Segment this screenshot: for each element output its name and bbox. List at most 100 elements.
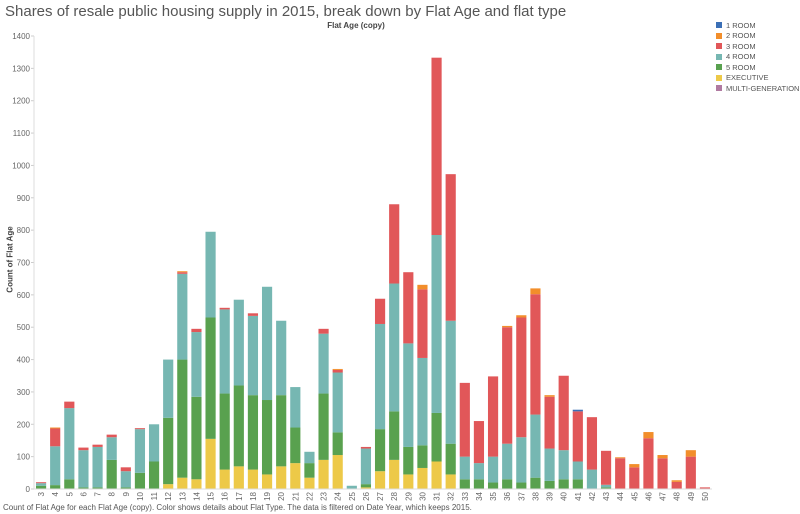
bar-segment-2-room-age-45[interactable] xyxy=(629,464,640,468)
bar-segment-4-room-age-26[interactable] xyxy=(360,448,372,485)
bar-segment-4-room-age-15[interactable] xyxy=(205,231,216,318)
bar-segment-4-room-age-16[interactable] xyxy=(219,309,230,394)
bar-segment-5-room-age-41[interactable] xyxy=(572,479,583,489)
bar-segment-3-room-age-43[interactable] xyxy=(600,450,612,485)
bar-segment-4-room-age-19[interactable] xyxy=(261,286,273,401)
bar-segment-4-room-age-20[interactable] xyxy=(276,320,287,396)
bar-segment-4-room-age-35[interactable] xyxy=(487,456,499,483)
bar-segment-3-room-age-30[interactable] xyxy=(417,289,428,358)
bar-segment-4-room-age-8[interactable] xyxy=(106,437,117,460)
bar-segment-3-room-age-33[interactable] xyxy=(459,382,470,457)
bar-segment-4-room-age-25[interactable] xyxy=(346,485,357,489)
bar-segment-4-room-age-39[interactable] xyxy=(544,448,555,481)
bar-segment-3-room-age-29[interactable] xyxy=(403,272,414,344)
bar-segment-3-room-age-10[interactable] xyxy=(134,428,146,430)
legend-item-2-room[interactable]: 2 ROOM xyxy=(716,31,799,42)
bar-segment-5-room-age-40[interactable] xyxy=(558,479,569,489)
bar-segment-5-room-age-43[interactable] xyxy=(600,487,612,489)
bar-segment-5-room-age-14[interactable] xyxy=(191,396,202,480)
bar-segment-2-room-age-36[interactable] xyxy=(502,325,513,328)
bar-segment-executive-age-12[interactable] xyxy=(163,484,174,489)
legend-item-3-room[interactable]: 3 ROOM xyxy=(716,41,799,52)
bar-segment-4-room-age-42[interactable] xyxy=(586,469,598,489)
bar-segment-5-room-age-29[interactable] xyxy=(403,446,414,475)
bar-segment-4-room-age-14[interactable] xyxy=(191,332,202,397)
bar-segment-5-room-age-17[interactable] xyxy=(233,385,244,467)
bar-segment-4-room-age-13[interactable] xyxy=(177,273,188,360)
bar-segment-executive-age-27[interactable] xyxy=(374,471,386,489)
bar-segment-2-room-age-4[interactable] xyxy=(50,427,61,429)
bar-segment-2-room-age-37[interactable] xyxy=(516,315,527,318)
bar-segment-5-room-age-39[interactable] xyxy=(544,480,555,489)
bar-segment-3-room-age-32[interactable] xyxy=(445,174,456,321)
bar-segment-5-room-age-20[interactable] xyxy=(276,395,287,467)
legend-item-4-room[interactable]: 4 ROOM xyxy=(716,52,799,63)
bar-segment-4-room-age-36[interactable] xyxy=(502,443,513,480)
bar-segment-4-room-age-28[interactable] xyxy=(389,283,400,412)
bar-segment-3-room-age-13[interactable] xyxy=(177,272,188,274)
bar-segment-executive-age-17[interactable] xyxy=(233,466,244,489)
bar-segment-2-room-age-49[interactable] xyxy=(685,450,696,457)
bar-segment-3-room-age-49[interactable] xyxy=(685,456,696,489)
bar-segment-5-room-age-31[interactable] xyxy=(431,412,442,462)
bar-segment-executive-age-32[interactable] xyxy=(445,474,456,489)
legend-item-1-room[interactable]: 1 ROOM xyxy=(716,20,799,31)
bar-segment-4-room-age-12[interactable] xyxy=(163,359,174,418)
bar-segment-5-room-age-3[interactable] xyxy=(35,485,47,489)
bar-segment-3-room-age-42[interactable] xyxy=(586,417,598,470)
bar-segment-3-room-age-48[interactable] xyxy=(671,481,682,489)
bar-segment-5-room-age-18[interactable] xyxy=(247,395,259,470)
legend-item-multi-generation[interactable]: MULTI-GENERATION xyxy=(716,83,799,94)
bar-segment-5-room-age-37[interactable] xyxy=(516,482,527,489)
bar-segment-2-room-age-30[interactable] xyxy=(417,284,428,290)
bar-segment-3-room-age-14[interactable] xyxy=(191,328,202,333)
bar-segment-5-room-age-24[interactable] xyxy=(332,432,343,456)
bar-segment-5-room-age-36[interactable] xyxy=(502,479,513,489)
bar-segment-3-room-age-16[interactable] xyxy=(219,307,230,310)
bar-segment-5-room-age-26[interactable] xyxy=(360,484,372,488)
bar-segment-4-room-age-23[interactable] xyxy=(318,333,329,394)
bar-segment-3-room-age-26[interactable] xyxy=(360,446,372,449)
bar-segment-2-room-age-46[interactable] xyxy=(643,432,654,439)
bar-segment-4-room-age-37[interactable] xyxy=(516,437,527,483)
legend-item-5-room[interactable]: 5 ROOM xyxy=(716,62,799,73)
bar-segment-2-room-age-24[interactable] xyxy=(332,368,343,370)
bar-segment-4-room-age-18[interactable] xyxy=(247,315,259,396)
bar-segment-5-room-age-10[interactable] xyxy=(134,472,146,489)
bar-segment-5-room-age-33[interactable] xyxy=(459,479,470,489)
bar-segment-3-room-age-40[interactable] xyxy=(558,375,569,451)
bar-segment-5-room-age-28[interactable] xyxy=(389,411,400,460)
bar-segment-5-room-age-9[interactable] xyxy=(120,487,131,489)
bar-segment-executive-age-22[interactable] xyxy=(304,477,315,489)
bar-segment-5-room-age-6[interactable] xyxy=(78,487,89,489)
bar-segment-4-room-age-4[interactable] xyxy=(50,446,61,486)
bar-segment-5-room-age-35[interactable] xyxy=(487,482,499,489)
bar-segment-5-room-age-27[interactable] xyxy=(374,429,386,472)
bar-segment-2-room-age-47[interactable] xyxy=(657,455,668,459)
bar-segment-3-room-age-23[interactable] xyxy=(318,328,329,334)
bar-segment-3-room-age-39[interactable] xyxy=(544,396,555,449)
bar-segment-5-room-age-4[interactable] xyxy=(50,485,61,489)
bar-segment-3-room-age-18[interactable] xyxy=(247,313,259,316)
bar-segment-2-room-age-38[interactable] xyxy=(530,288,541,295)
bar-segment-4-room-age-38[interactable] xyxy=(530,414,541,478)
bar-segment-executive-age-26[interactable] xyxy=(360,487,372,489)
bar-segment-5-room-age-11[interactable] xyxy=(148,461,160,489)
bar-segment-4-room-age-32[interactable] xyxy=(445,320,456,444)
bar-segment-4-room-age-21[interactable] xyxy=(290,387,301,428)
bar-segment-4-room-age-31[interactable] xyxy=(431,234,442,413)
bar-segment-5-room-age-15[interactable] xyxy=(205,317,216,439)
bar-segment-5-room-age-32[interactable] xyxy=(445,443,456,475)
bar-segment-5-room-age-23[interactable] xyxy=(318,393,329,460)
bar-segment-4-room-age-30[interactable] xyxy=(417,357,428,446)
bar-segment-3-room-age-24[interactable] xyxy=(332,369,343,373)
bar-segment-executive-age-28[interactable] xyxy=(389,459,400,489)
bar-segment-3-room-age-41[interactable] xyxy=(572,411,583,462)
bar-segment-2-room-age-39[interactable] xyxy=(544,395,555,397)
legend-item-executive[interactable]: EXECUTIVE xyxy=(716,73,799,84)
bar-segment-3-room-age-9[interactable] xyxy=(120,467,131,472)
bar-segment-4-room-age-24[interactable] xyxy=(332,372,343,433)
bar-segment-3-room-age-6[interactable] xyxy=(78,447,89,451)
bar-segment-5-room-age-13[interactable] xyxy=(177,359,188,478)
bar-segment-3-room-age-3[interactable] xyxy=(35,482,47,484)
